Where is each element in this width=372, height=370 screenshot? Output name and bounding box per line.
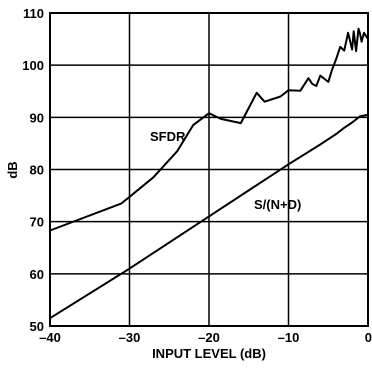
y-axis-label: dB (5, 161, 20, 178)
y-tick-label: 110 (23, 6, 44, 21)
series-layer (49, 27, 369, 320)
plot-frame (49, 12, 369, 327)
y-tick-label: 80 (30, 163, 44, 178)
x-tick-label: –10 (278, 330, 300, 345)
x-tick-label: –40 (39, 330, 61, 345)
y-tick-label: 100 (22, 58, 44, 73)
y-tick-label: 60 (30, 267, 44, 282)
sfdr-series-line (49, 27, 369, 232)
grid (50, 13, 368, 326)
y-tick-labels: 50 60 70 80 90 100 110 (22, 6, 44, 334)
y-tick-label: 70 (30, 215, 44, 230)
x-tick-label: 0 (365, 330, 372, 345)
snd-annotation: S/(N+D) (254, 197, 301, 212)
x-axis-label: INPUT LEVEL (dB) (152, 346, 266, 361)
snd-series-line (49, 113, 369, 320)
x-tick-label: –30 (119, 330, 141, 345)
sfdr-annotation: SFDR (150, 129, 186, 144)
y-tick-label: 90 (30, 110, 44, 125)
y-tick-label: 50 (30, 319, 44, 334)
x-tick-label: –20 (198, 330, 220, 345)
x-tick-labels: –40 –30 –20 –10 0 (39, 330, 372, 345)
